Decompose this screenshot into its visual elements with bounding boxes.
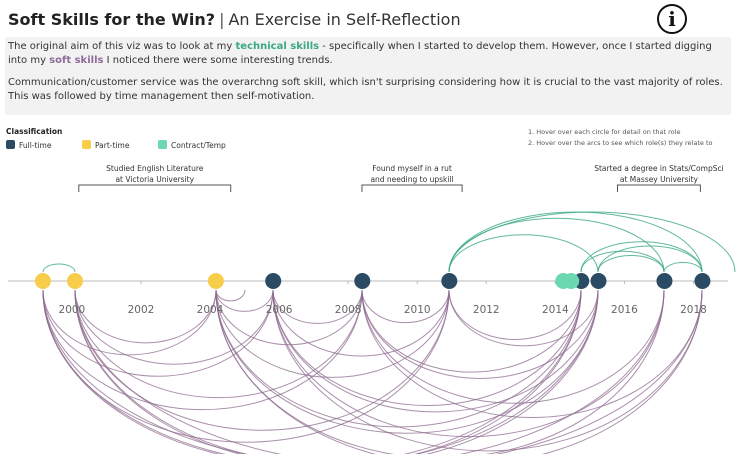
title: Soft Skills for the Win? — [8, 10, 216, 29]
arc[interactable] — [215, 289, 703, 454]
arc[interactable] — [448, 217, 665, 273]
arc[interactable] — [272, 289, 665, 438]
x-tick-label: 2016 — [611, 304, 638, 316]
legend-swatch — [158, 140, 167, 149]
intro-box: The original aim of this viz was to look… — [5, 37, 731, 115]
text: I noticed there were some interesting tr… — [103, 55, 333, 66]
x-tick-label: 2002 — [128, 304, 155, 316]
annotation-bracket — [361, 184, 463, 192]
arc[interactable] — [42, 289, 274, 377]
role-point[interactable] — [34, 273, 51, 289]
role-point[interactable] — [66, 273, 83, 289]
arcs — [42, 211, 736, 454]
arc[interactable] — [74, 289, 450, 431]
role-point[interactable] — [694, 273, 711, 289]
arc[interactable] — [272, 289, 363, 324]
x-tick-label: 2010 — [404, 304, 431, 316]
arc[interactable] — [74, 289, 363, 399]
x-tick-label: 2008 — [335, 304, 362, 316]
arc[interactable] — [361, 289, 450, 324]
arc[interactable] — [597, 245, 703, 273]
annotation-bracket — [616, 184, 701, 192]
annotation-text: and needing to upskill — [370, 175, 453, 184]
arc[interactable] — [42, 289, 665, 454]
arc[interactable] — [74, 289, 274, 365]
text: The original aim of this viz was to look… — [8, 41, 236, 52]
legend-label[interactable]: Part-time — [95, 141, 130, 150]
legend-swatch — [82, 140, 91, 149]
arc[interactable] — [361, 289, 599, 379]
arc[interactable] — [42, 263, 76, 273]
arc[interactable] — [580, 250, 665, 273]
x-tick-label: 2012 — [473, 304, 500, 316]
arc[interactable] — [361, 289, 582, 373]
arc[interactable] — [74, 289, 703, 454]
arc[interactable] — [448, 211, 736, 273]
arc[interactable] — [215, 289, 599, 434]
arc[interactable] — [42, 289, 363, 411]
arc[interactable] — [42, 289, 582, 454]
text: - specifically when I started to develop… — [8, 41, 712, 66]
arc[interactable] — [272, 289, 450, 357]
x-tick-label: 2006 — [266, 304, 293, 316]
annotation-text: at Victoria University — [115, 175, 194, 184]
role-point[interactable] — [590, 273, 607, 289]
role-point[interactable] — [441, 273, 458, 289]
arc[interactable] — [448, 289, 599, 347]
info-button[interactable]: i — [657, 4, 687, 34]
arc[interactable] — [215, 289, 450, 378]
arc[interactable] — [74, 289, 217, 344]
arc[interactable] — [448, 211, 703, 273]
highlight: soft skills — [49, 55, 104, 66]
arc[interactable] — [272, 289, 582, 406]
x-tick-label: 2004 — [197, 304, 224, 316]
arc[interactable] — [597, 255, 665, 273]
arc[interactable] — [74, 289, 582, 454]
subtitle: An Exercise in Self-Reflection — [228, 10, 461, 29]
arc[interactable] — [361, 289, 703, 418]
role-point[interactable] — [354, 273, 371, 289]
legend-label[interactable]: Full-time — [19, 141, 52, 150]
legend-title: Classification — [6, 127, 62, 136]
separator: | — [219, 10, 225, 29]
annotation-text: Studied English Literature — [106, 164, 204, 173]
annotation-text: at Massey University — [620, 175, 699, 184]
arc[interactable] — [361, 289, 665, 404]
legend-label[interactable]: Contract/Temp — [171, 141, 226, 150]
x-tick-label: 2000 — [59, 304, 86, 316]
role-point[interactable] — [656, 273, 673, 289]
intro-paragraph: Communication/customer service was the o… — [8, 77, 723, 102]
arc[interactable] — [663, 262, 703, 273]
arc[interactable] — [74, 289, 599, 454]
legend-swatch — [6, 140, 15, 149]
instruction: 1. Hover over each circle for detail on … — [528, 128, 680, 136]
arc[interactable] — [215, 289, 363, 346]
instruction: 2. Hover over the arcs to see which role… — [528, 139, 712, 147]
arc[interactable] — [580, 241, 703, 273]
title-bar: Soft Skills for the Win? | An Exercise in … — [8, 10, 461, 29]
intro-paragraph: The original aim of this viz was to look… — [8, 40, 728, 68]
arc[interactable] — [42, 289, 599, 454]
arc[interactable] — [42, 289, 217, 356]
arc[interactable] — [215, 289, 274, 312]
arc[interactable] — [272, 289, 703, 452]
annotation-text: Started a degree in Stats/CompSci — [594, 164, 723, 173]
x-tick-label: 2014 — [542, 304, 569, 316]
arc[interactable] — [448, 289, 582, 340]
x-tick-label: 2018 — [680, 304, 707, 316]
arc[interactable] — [215, 289, 246, 302]
annotation-text: Found myself in a rut — [372, 164, 452, 173]
annotation-bracket — [78, 184, 232, 192]
role-point[interactable] — [265, 273, 282, 289]
role-point[interactable] — [207, 273, 224, 289]
highlight: technical skills — [235, 41, 320, 52]
role-point[interactable] — [563, 273, 580, 289]
arc[interactable] — [272, 289, 599, 413]
